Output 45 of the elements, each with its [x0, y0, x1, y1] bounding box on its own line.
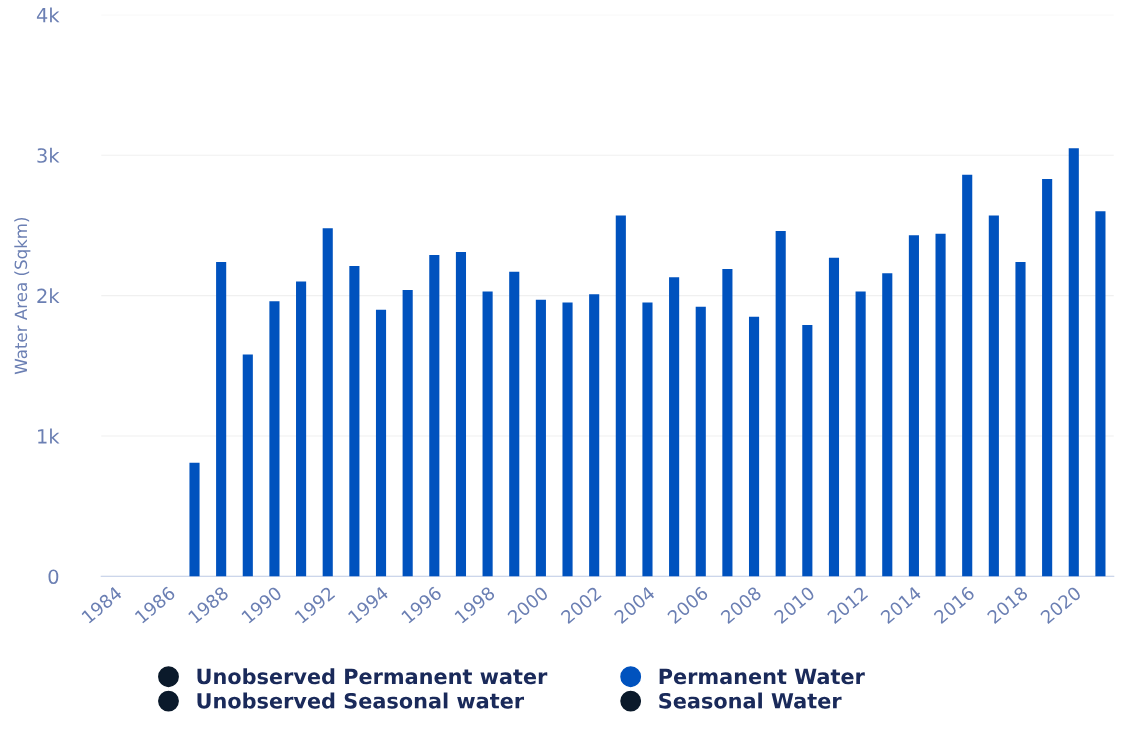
y-axis-title: Water Area (Sqkm): [14, 217, 31, 375]
bar: [1015, 261, 1026, 577]
y-tick-label: 1k: [38, 428, 60, 444]
bar: [322, 228, 333, 577]
bar: [669, 277, 680, 577]
bar: [1095, 211, 1106, 577]
bar: [455, 252, 467, 577]
y-tick-label: 4k: [36, 7, 60, 23]
y-tick-label: 0: [48, 569, 59, 585]
bar: [615, 215, 626, 577]
legend-label: Unobserved Permanent water: [197, 668, 548, 685]
bar: [935, 233, 946, 577]
bar: [962, 174, 973, 577]
bar: [216, 261, 227, 577]
bar: [242, 354, 253, 577]
bar: [296, 281, 307, 577]
bar: [908, 235, 919, 577]
bar: [722, 268, 733, 577]
bar: [695, 306, 706, 577]
bar: [375, 309, 387, 577]
legend-label: Seasonal Water: [659, 692, 842, 709]
bar: [802, 325, 813, 577]
y-tick-label: 2k: [37, 288, 60, 303]
legend-label: Permanent Water: [659, 668, 865, 685]
bar: [828, 257, 840, 577]
bar: [349, 266, 360, 577]
bar: [882, 273, 893, 577]
bar: [189, 462, 200, 577]
bar: [1068, 148, 1079, 577]
bar: [1042, 179, 1053, 577]
bar: [429, 254, 440, 577]
bar: [402, 289, 413, 577]
bar: [562, 302, 573, 577]
bar: [748, 316, 760, 577]
bar: [482, 291, 493, 577]
bar: [509, 271, 520, 577]
legend-label: Unobserved Seasonal water: [197, 692, 525, 709]
bar: [642, 302, 653, 577]
bar: [775, 231, 786, 577]
bar: [535, 299, 546, 577]
bar: [269, 301, 280, 577]
bar: [855, 291, 866, 577]
bar: [988, 215, 999, 577]
y-tick-label: 3k: [37, 147, 60, 163]
bar: [589, 294, 600, 577]
